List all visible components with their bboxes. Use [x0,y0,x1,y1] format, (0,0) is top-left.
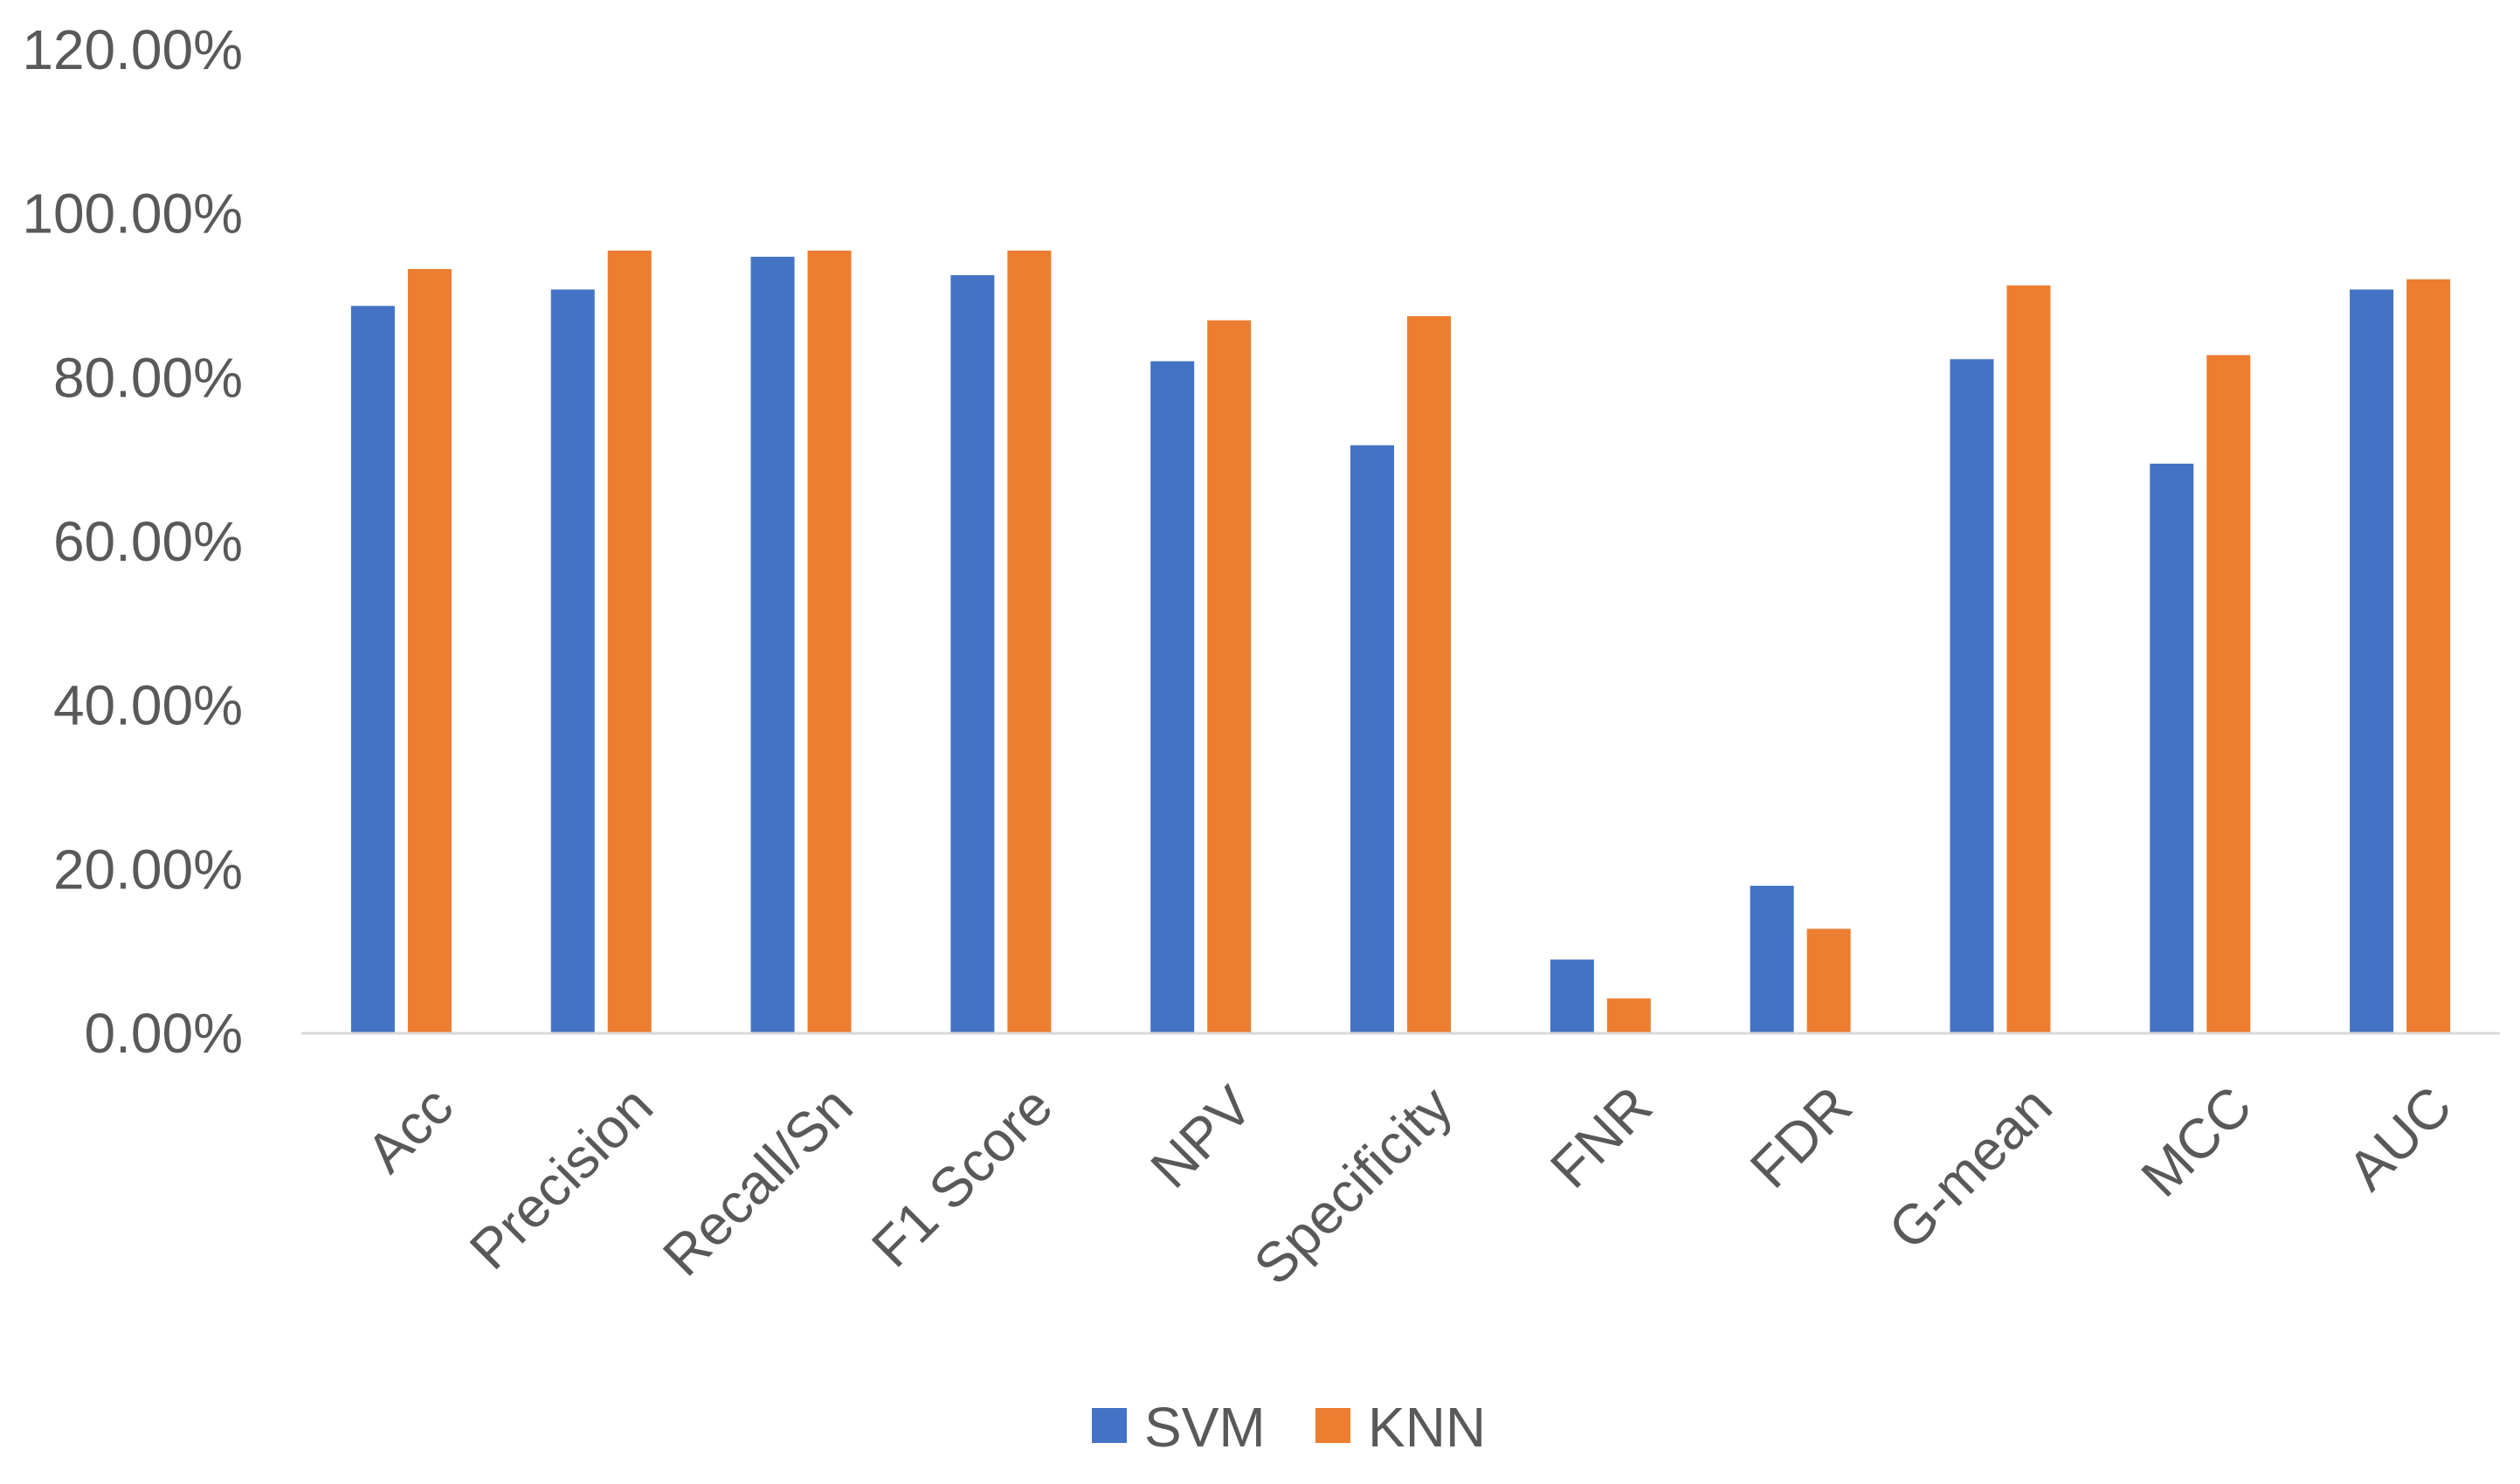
x-tick-label: F1 Score [860,1074,1065,1280]
y-axis-tick-labels: 0.00% 20.00% 40.00% 60.00% 80.00% 100.00% 120.… [22,18,243,1065]
x-tick-label: Acc [355,1074,465,1184]
bar-svm-acc [350,306,395,1034]
bar-svm-fnr [1550,959,1594,1033]
bar-knn-auc [2406,279,2451,1033]
bar-svm-f1-score [950,275,995,1034]
y-tick-label: 60.00% [53,510,243,573]
x-tick-label: FNR [1538,1074,1664,1200]
bar-knn-f1-score [1007,250,1052,1033]
bar-svm-fdr [1750,886,1794,1033]
bar-svm-auc [2350,289,2394,1033]
y-tick-label: 120.00% [22,18,243,81]
legend: SVM KNN [1092,1396,1486,1459]
x-tick-label: NPV [1138,1074,1264,1200]
x-tick-label: Precision [458,1074,665,1281]
bar-knn-recall-sn [807,250,852,1033]
legend-label-svm: SVM [1144,1396,1266,1459]
bar-svm-recall-sn [750,256,795,1033]
x-tick-label: Specificity [1242,1074,1465,1297]
bars-group [350,250,2451,1034]
y-tick-label: 80.00% [53,346,243,409]
bar-svm-precision [550,289,595,1033]
bar-knn-npv [1207,320,1252,1033]
bar-knn-precision [607,250,652,1033]
bar-knn-mcc [2206,355,2251,1033]
x-tick-label: AUC [2336,1074,2463,1202]
bar-knn-fdr [1806,928,1851,1033]
bar-knn-fnr [1606,998,1651,1033]
y-tick-label: 40.00% [53,674,243,737]
legend-swatch-svm [1092,1408,1127,1443]
y-tick-label: 100.00% [22,183,243,245]
legend-label-knn: KNN [1368,1396,1486,1459]
y-tick-label: 20.00% [53,838,243,901]
bar-svm-mcc [2150,463,2194,1033]
x-tick-label: FDR [1738,1074,1864,1200]
y-tick-label: 0.00% [85,1002,243,1065]
x-tick-label: G-mean [1876,1074,2063,1261]
bar-knn-acc [407,269,452,1034]
bar-svm-npv [1150,361,1195,1034]
x-tick-label: Recall/Sn [651,1074,865,1288]
bar-knn-specificity [1407,315,1451,1033]
legend-swatch-knn [1315,1408,1350,1443]
x-tick-label: MCC [2130,1074,2264,1209]
bar-svm-g-mean [1950,359,1994,1033]
bar-knn-g-mean [2006,285,2051,1033]
bar-svm-specificity [1350,445,1394,1033]
